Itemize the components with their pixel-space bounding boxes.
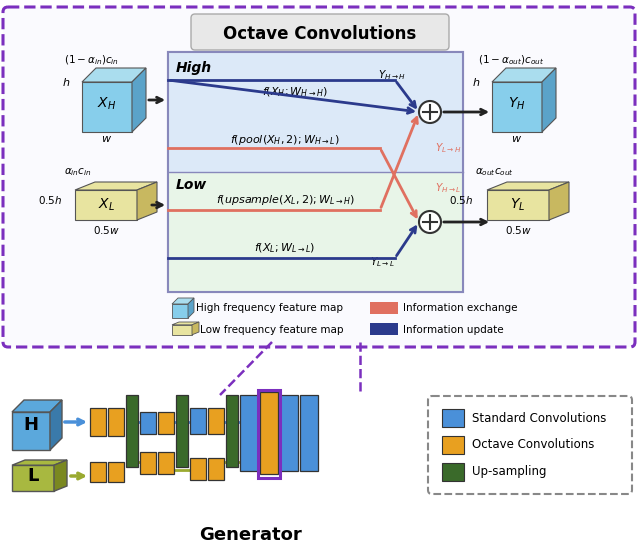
- Bar: [108, 408, 124, 436]
- Polygon shape: [487, 182, 569, 190]
- Polygon shape: [487, 190, 549, 220]
- FancyBboxPatch shape: [191, 14, 449, 50]
- Bar: [442, 436, 464, 454]
- Polygon shape: [75, 182, 157, 190]
- Polygon shape: [492, 68, 556, 82]
- Text: High frequency feature map: High frequency feature map: [196, 303, 343, 313]
- Polygon shape: [172, 325, 192, 335]
- Polygon shape: [12, 465, 54, 491]
- Circle shape: [419, 211, 441, 233]
- Bar: [370, 302, 398, 314]
- Bar: [300, 395, 318, 471]
- Bar: [226, 395, 238, 467]
- Bar: [140, 412, 156, 434]
- Bar: [208, 458, 224, 480]
- Text: $X_H$: $X_H$: [97, 96, 116, 112]
- Polygon shape: [172, 298, 194, 304]
- Polygon shape: [137, 182, 157, 220]
- Text: $Y_{H\to H}$: $Y_{H\to H}$: [378, 68, 406, 82]
- Bar: [176, 395, 188, 467]
- Text: $w$: $w$: [102, 134, 113, 144]
- Text: $\alpha_{in}c_{in}$: $\alpha_{in}c_{in}$: [64, 166, 92, 178]
- Text: Low frequency feature map: Low frequency feature map: [200, 325, 344, 335]
- Bar: [158, 412, 174, 434]
- Text: $0.5w$: $0.5w$: [504, 224, 531, 236]
- Text: Information update: Information update: [403, 325, 504, 335]
- Bar: [240, 395, 258, 471]
- Bar: [258, 390, 280, 478]
- Text: $(1-\alpha_{out})c_{out}$: $(1-\alpha_{out})c_{out}$: [478, 53, 544, 67]
- Text: $\mathbf{H}$: $\mathbf{H}$: [23, 416, 38, 434]
- Polygon shape: [12, 460, 67, 465]
- FancyBboxPatch shape: [168, 172, 463, 292]
- Text: Up-sampling: Up-sampling: [472, 466, 547, 478]
- Text: $h$: $h$: [472, 76, 480, 88]
- Polygon shape: [172, 322, 199, 325]
- Polygon shape: [492, 82, 542, 132]
- Polygon shape: [12, 400, 62, 412]
- Bar: [140, 452, 156, 474]
- Text: $w$: $w$: [511, 134, 522, 144]
- Bar: [108, 462, 124, 482]
- Text: $\alpha_{out}c_{out}$: $\alpha_{out}c_{out}$: [475, 166, 514, 178]
- FancyBboxPatch shape: [168, 52, 463, 292]
- Text: High: High: [176, 61, 212, 75]
- Bar: [370, 323, 398, 335]
- Polygon shape: [54, 460, 67, 491]
- Text: Low: Low: [176, 178, 207, 192]
- Text: $h$: $h$: [61, 76, 70, 88]
- Text: $0.5w$: $0.5w$: [93, 224, 120, 236]
- FancyBboxPatch shape: [168, 52, 463, 172]
- Bar: [442, 409, 464, 427]
- Bar: [90, 408, 106, 436]
- Polygon shape: [82, 68, 146, 82]
- Circle shape: [419, 101, 441, 123]
- Bar: [280, 395, 298, 471]
- FancyBboxPatch shape: [428, 396, 632, 494]
- Polygon shape: [188, 298, 194, 318]
- Text: Information exchange: Information exchange: [403, 303, 518, 313]
- Text: $Y_{H\to L}$: $Y_{H\to L}$: [435, 181, 461, 195]
- Text: $f(upsample(X_L, 2); W_{L\to H})$: $f(upsample(X_L, 2); W_{L\to H})$: [216, 193, 355, 207]
- Text: $f(X_H; W_{H\to H})$: $f(X_H; W_{H\to H})$: [262, 85, 328, 99]
- Polygon shape: [50, 400, 62, 450]
- FancyBboxPatch shape: [3, 7, 635, 347]
- Bar: [158, 452, 174, 474]
- Bar: [208, 408, 224, 434]
- Text: Standard Convolutions: Standard Convolutions: [472, 411, 606, 425]
- Bar: [442, 463, 464, 481]
- Text: $Y_{L\to H}$: $Y_{L\to H}$: [435, 141, 461, 155]
- Polygon shape: [12, 412, 50, 450]
- Bar: [260, 392, 278, 474]
- Text: $0.5h$: $0.5h$: [38, 194, 62, 206]
- Polygon shape: [75, 190, 137, 220]
- Text: Octave Convolutions: Octave Convolutions: [472, 438, 595, 452]
- Text: $X_L$: $X_L$: [97, 197, 115, 213]
- Text: $Y_{L\to L}$: $Y_{L\to L}$: [370, 255, 395, 269]
- Text: $Y_L$: $Y_L$: [510, 197, 525, 213]
- Bar: [90, 462, 106, 482]
- Bar: [190, 458, 206, 480]
- Text: $\mathbf{L}$: $\mathbf{L}$: [26, 467, 40, 485]
- Text: $f(pool(X_H, 2); W_{H\to L})$: $f(pool(X_H, 2); W_{H\to L})$: [230, 133, 340, 147]
- Polygon shape: [542, 68, 556, 132]
- Polygon shape: [192, 322, 199, 335]
- Polygon shape: [82, 82, 132, 132]
- Text: $f(X_L; W_{L\to L})$: $f(X_L; W_{L\to L})$: [254, 241, 316, 255]
- Text: $0.5h$: $0.5h$: [449, 194, 473, 206]
- Bar: [126, 395, 138, 467]
- Polygon shape: [549, 182, 569, 220]
- Text: $(1-\alpha_{in})c_{in}$: $(1-\alpha_{in})c_{in}$: [64, 53, 119, 67]
- Polygon shape: [132, 68, 146, 132]
- Polygon shape: [172, 304, 188, 318]
- Text: $Y_H$: $Y_H$: [508, 96, 526, 112]
- Bar: [190, 408, 206, 434]
- Text: Octave Convolutions: Octave Convolutions: [223, 25, 417, 43]
- Text: Generator: Generator: [198, 526, 301, 544]
